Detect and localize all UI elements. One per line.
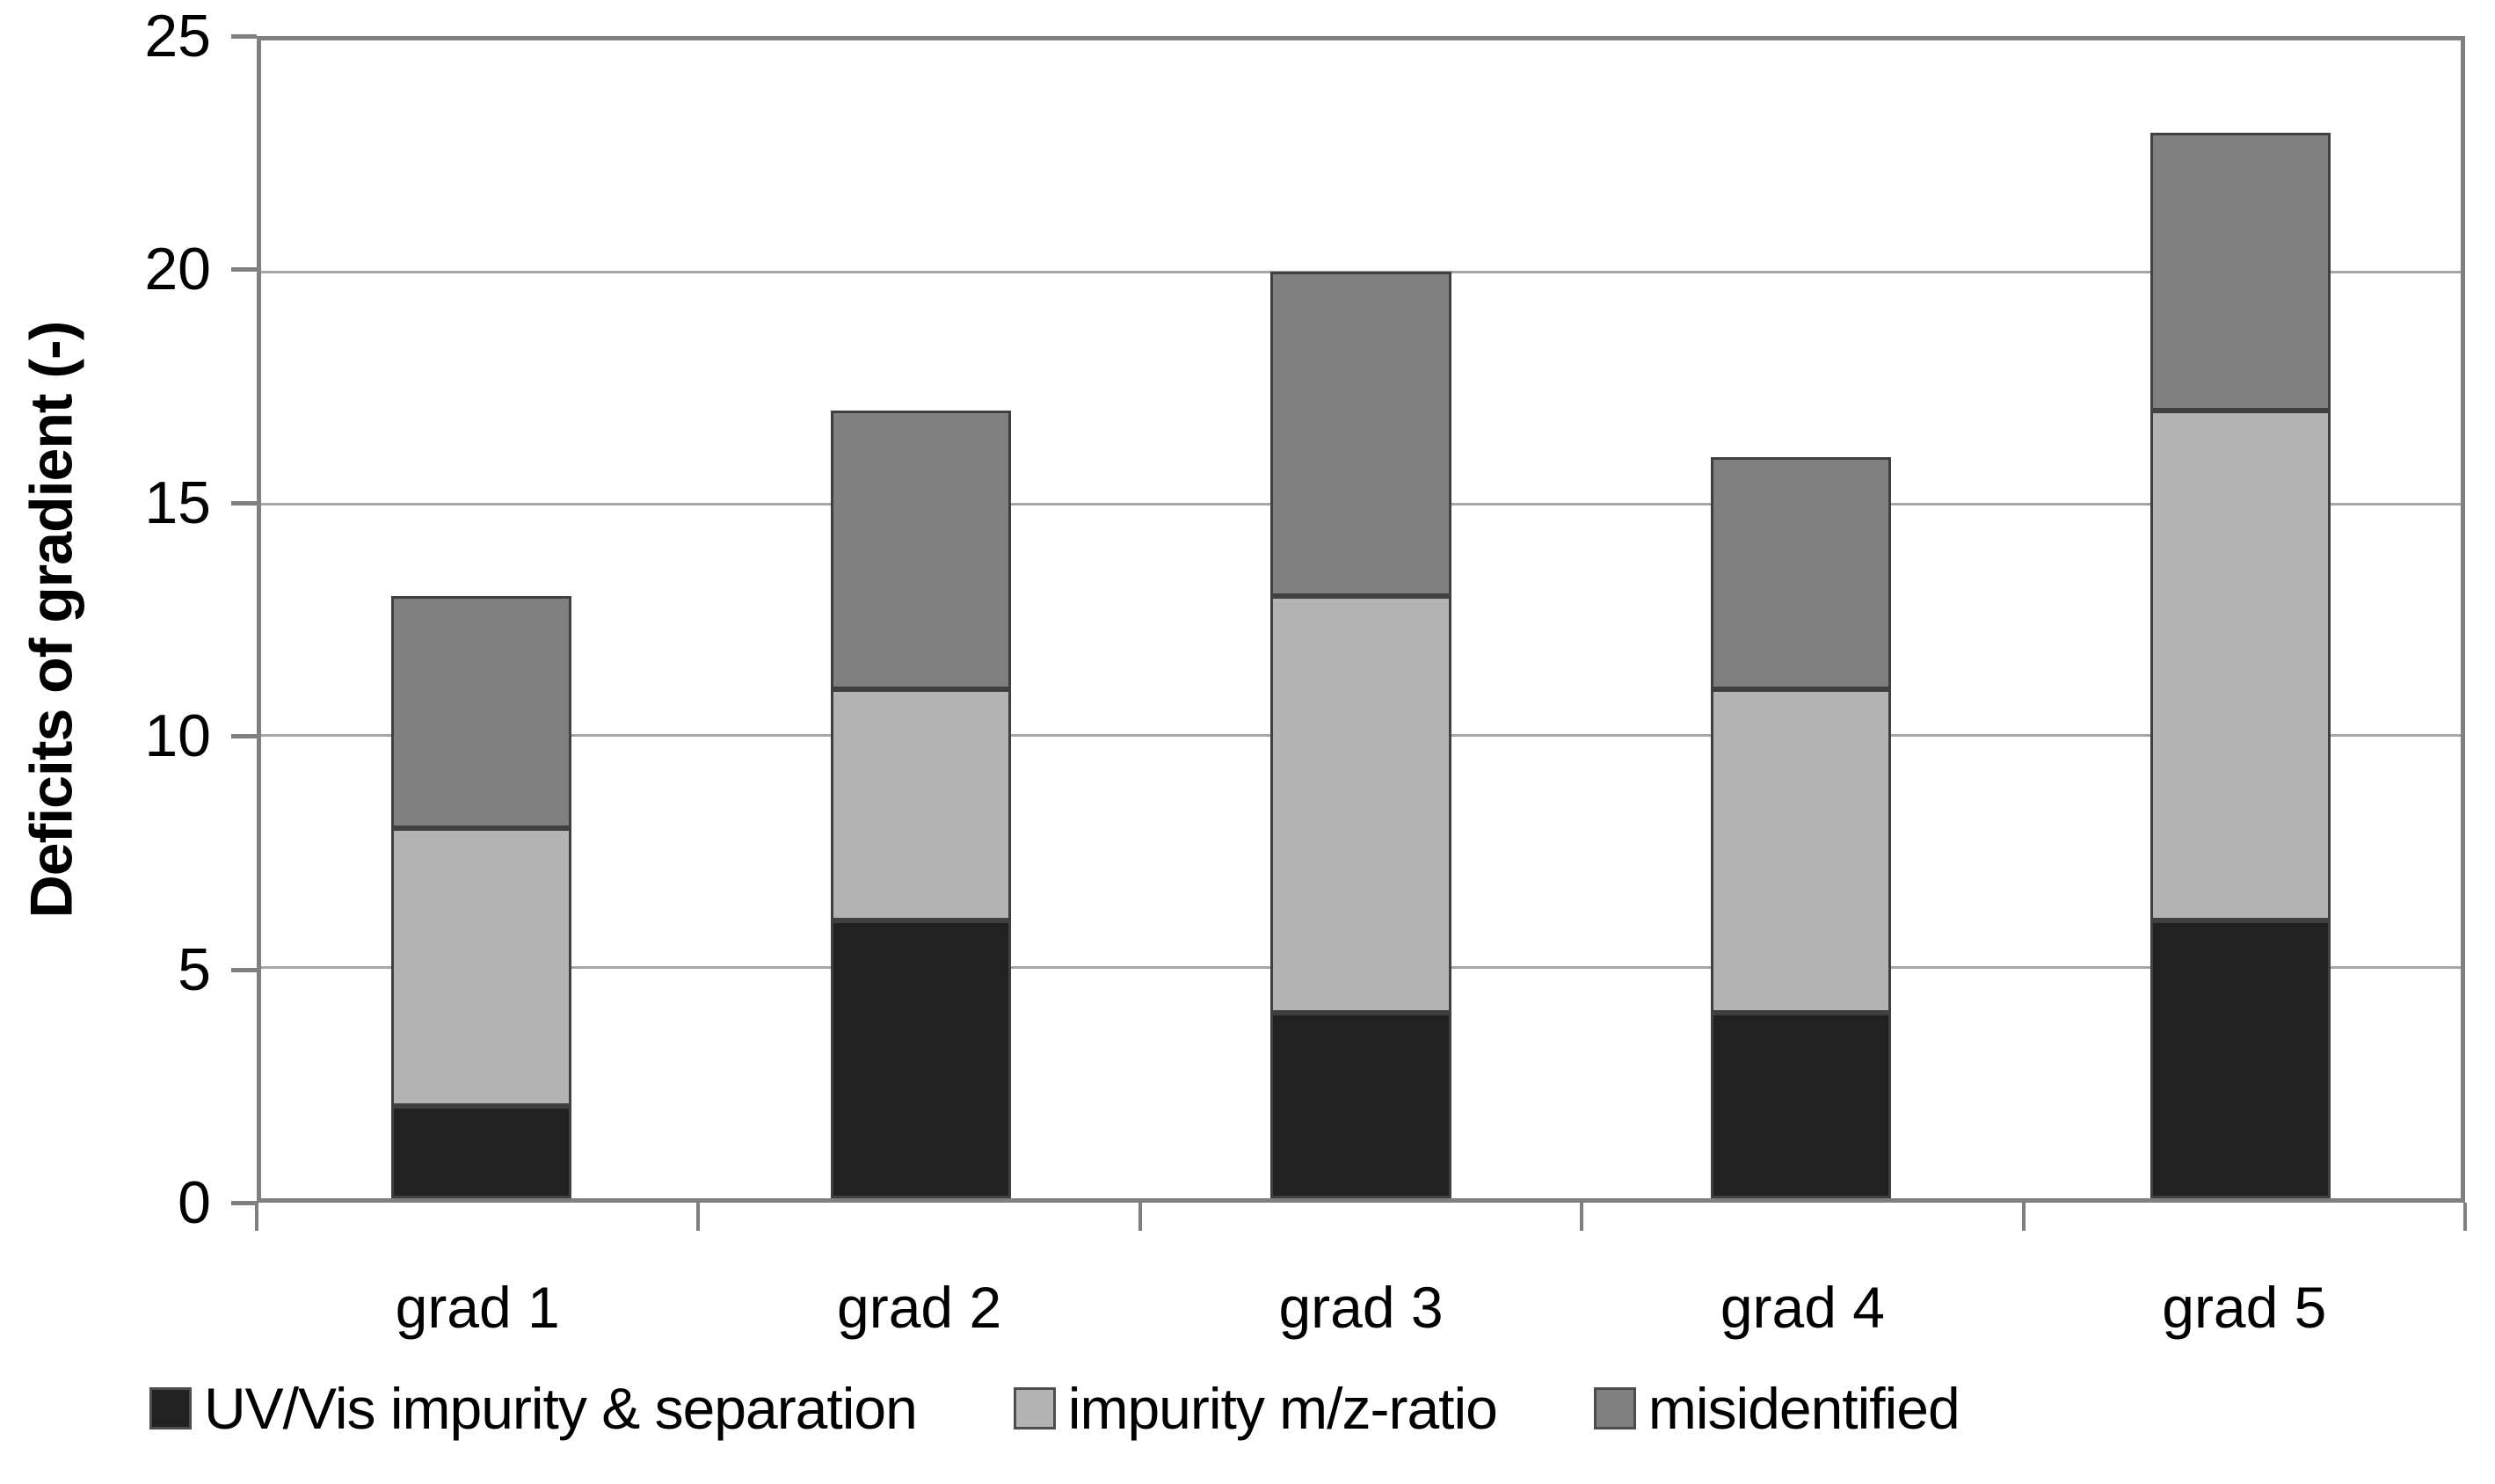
y-tick-label-25: 25 <box>144 3 211 69</box>
bar-grad-4 <box>1710 457 1891 1198</box>
y-tick-label-10: 10 <box>144 702 211 770</box>
segment-grad-5-misidentified <box>2150 133 2331 411</box>
x-label-grad-3: grad 3 <box>1278 1275 1444 1340</box>
segment-grad-4-impurity-m-z-ratio <box>1710 688 1891 1014</box>
y-tick-mark-5 <box>231 967 257 972</box>
slot-grad-4 <box>1581 40 2020 1198</box>
segment-grad-4-misidentified <box>1710 457 1891 689</box>
segment-grad-3-impurity-m-z-ratio <box>1270 596 1451 1014</box>
x-label-grad-5: grad 5 <box>2162 1275 2327 1340</box>
x-tick-mark-0 <box>255 1203 258 1231</box>
segment-grad-3-uv-vis-impurity-separation <box>1270 1013 1451 1198</box>
legend: UV/Vis impurity & separation impurity m/z… <box>149 1375 1960 1442</box>
legend-swatch-icon <box>1593 1387 1636 1429</box>
legend-swatch-icon <box>1013 1387 1056 1429</box>
x-tick-mark-3 <box>1580 1203 1584 1231</box>
segment-grad-1-uv-vis-impurity-separation <box>390 1105 571 1198</box>
legend-swatch-icon <box>149 1387 192 1429</box>
segment-grad-5-uv-vis-impurity-separation <box>2150 920 2331 1198</box>
slot-grad-2 <box>701 40 1140 1198</box>
x-label-grad-4: grad 4 <box>1720 1275 1885 1340</box>
x-label-grad-2: grad 2 <box>837 1275 1002 1340</box>
y-axis-title-text: Deficits of gradient (-) <box>18 321 84 918</box>
y-tick-mark-25 <box>231 34 257 39</box>
bar-grad-5 <box>2150 133 2331 1198</box>
slot-grad-3 <box>1141 40 1581 1198</box>
legend-entry-uv-vis-impurity-separation: UV/Vis impurity & separation <box>149 1375 918 1442</box>
y-tick-mark-20 <box>231 267 257 273</box>
segment-grad-3-misidentified <box>1270 272 1451 597</box>
segment-grad-1-misidentified <box>390 596 571 828</box>
y-tick-label-15: 15 <box>144 469 211 536</box>
segment-grad-4-uv-vis-impurity-separation <box>1710 1013 1891 1198</box>
segment-grad-1-impurity-m-z-ratio <box>390 827 571 1106</box>
legend-entry-misidentified: misidentified <box>1593 1375 1960 1442</box>
y-tick-mark-0 <box>231 1201 257 1205</box>
legend-label: misidentified <box>1648 1376 1960 1441</box>
segment-grad-2-uv-vis-impurity-separation <box>831 920 1012 1198</box>
y-tick-mark-15 <box>231 500 257 506</box>
bar-grad-1 <box>390 596 571 1198</box>
slot-grad-5 <box>2021 40 2461 1198</box>
legend-label: UV/Vis impurity & separation <box>204 1376 918 1441</box>
bar-slots <box>261 40 2461 1198</box>
y-tick-label-5: 5 <box>178 935 211 1003</box>
y-axis-title: Deficits of gradient (-) <box>9 36 93 1203</box>
y-tick-mark-10 <box>231 734 257 739</box>
slot-grad-1 <box>261 40 701 1198</box>
x-tick-mark-5 <box>2463 1203 2467 1231</box>
x-tick-mark-1 <box>696 1203 701 1231</box>
x-tick-mark-4 <box>2021 1203 2026 1231</box>
y-tick-label-0: 0 <box>178 1169 211 1236</box>
bar-grad-3 <box>1270 272 1451 1198</box>
segment-grad-2-misidentified <box>831 411 1012 689</box>
x-label-grad-1: grad 1 <box>395 1275 560 1340</box>
plot-area <box>257 36 2465 1203</box>
x-axis-labels: grad 1 grad 2 grad 3 grad 4 grad 5 <box>257 1273 2465 1342</box>
segment-grad-2-impurity-m-z-ratio <box>831 688 1012 920</box>
legend-label: impurity m/z-ratio <box>1067 1376 1498 1441</box>
x-tick-mark-2 <box>1138 1203 1142 1231</box>
y-tick-label-20: 20 <box>144 236 211 303</box>
segment-grad-5-impurity-m-z-ratio <box>2150 411 2331 920</box>
bar-grad-2 <box>831 411 1012 1198</box>
legend-entry-impurity-m-z-ratio: impurity m/z-ratio <box>1013 1375 1498 1442</box>
